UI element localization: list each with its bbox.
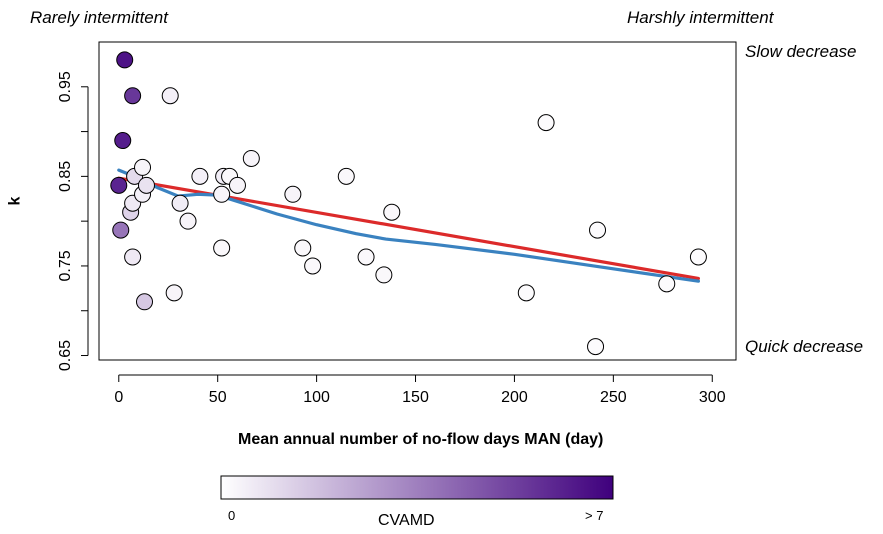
smooth-fit-line bbox=[117, 168, 701, 283]
x-tick-label: 250 bbox=[600, 389, 627, 406]
data-point bbox=[191, 167, 209, 185]
x-tick-label: 100 bbox=[303, 389, 330, 406]
data-point bbox=[383, 203, 401, 221]
data-point bbox=[136, 293, 153, 311]
harshly-intermittent-label: Harshly intermittent bbox=[627, 8, 774, 27]
data-point bbox=[114, 132, 132, 150]
data-point bbox=[689, 248, 707, 266]
data-point bbox=[284, 185, 302, 203]
x-axis-label: Mean annual number of no-flow days MAN (… bbox=[238, 431, 604, 448]
y-axis: 0.65 0.75 0.85 0.95 bbox=[57, 71, 89, 371]
x-tick-label: 200 bbox=[501, 389, 528, 406]
x-tick-label: 300 bbox=[699, 389, 726, 406]
y-tick-label: 0.75 bbox=[57, 250, 74, 281]
y-tick-label: 0.65 bbox=[57, 340, 74, 371]
data-point bbox=[517, 284, 535, 302]
data-point bbox=[357, 248, 375, 266]
data-point bbox=[112, 221, 130, 239]
rarely-intermittent-label: Rarely intermittent bbox=[30, 8, 168, 27]
x-axis: 0 50 100 150 200 250 300 bbox=[114, 374, 726, 406]
quick-decrease-label: Quick decrease bbox=[745, 337, 864, 356]
y-tick-label: 0.95 bbox=[57, 71, 74, 102]
data-point bbox=[537, 114, 555, 132]
data-point bbox=[165, 284, 183, 302]
data-point bbox=[171, 194, 189, 212]
data-point bbox=[375, 266, 393, 284]
data-point bbox=[110, 176, 128, 194]
data-point bbox=[179, 212, 197, 230]
data-point bbox=[137, 176, 155, 194]
data-point bbox=[213, 185, 231, 203]
trend-lines bbox=[117, 168, 701, 283]
colorbar-title: CVAMD bbox=[378, 512, 435, 529]
x-tick-label: 0 bbox=[114, 389, 123, 406]
data-point bbox=[294, 239, 312, 257]
data-point bbox=[124, 248, 142, 266]
colorbar bbox=[220, 475, 614, 500]
colorbar-min-label: 0 bbox=[228, 508, 236, 523]
data-point bbox=[161, 87, 179, 105]
y-tick-label: 0.85 bbox=[57, 161, 74, 192]
data-points bbox=[110, 51, 707, 356]
data-point bbox=[587, 338, 605, 356]
data-point bbox=[116, 51, 134, 69]
data-point bbox=[228, 176, 246, 194]
data-point bbox=[213, 239, 231, 257]
data-point bbox=[658, 275, 676, 293]
data-point bbox=[134, 158, 152, 176]
slow-decrease-label: Slow decrease bbox=[745, 42, 857, 61]
colorbar-max-label: > 7 bbox=[585, 508, 604, 523]
x-tick-label: 50 bbox=[209, 389, 227, 406]
x-tick-label: 150 bbox=[402, 389, 429, 406]
data-point bbox=[242, 149, 260, 167]
data-point bbox=[124, 87, 142, 105]
data-point bbox=[337, 167, 355, 185]
data-point bbox=[589, 221, 607, 239]
data-point bbox=[304, 257, 322, 275]
y-axis-label: k bbox=[6, 196, 24, 206]
plot-frame bbox=[98, 41, 737, 361]
